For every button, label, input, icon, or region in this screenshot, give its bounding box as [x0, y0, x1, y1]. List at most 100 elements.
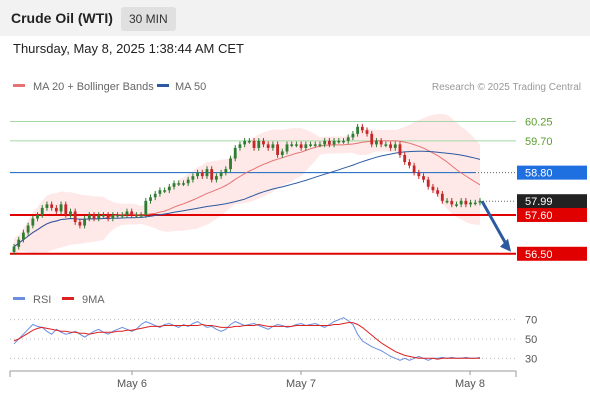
level-label: 59.70 — [525, 136, 553, 148]
candle-body — [191, 176, 195, 180]
forecast-arrow — [480, 200, 509, 247]
candle-body — [304, 144, 308, 148]
candle-body — [271, 144, 275, 148]
candle-body — [149, 197, 152, 201]
candle-body — [139, 214, 143, 217]
timestamp: Thursday, May 8, 2025 1:38:44 AM CET — [13, 41, 244, 56]
candle-body — [205, 169, 209, 177]
candle-body — [73, 211, 77, 223]
candle-body — [440, 193, 444, 201]
candle-body — [229, 158, 232, 170]
candle-body — [389, 144, 392, 148]
chart-title: Crude Oil (WTI) — [11, 10, 113, 26]
candle-body — [450, 200, 454, 205]
candle-body — [163, 190, 167, 192]
candle-body — [200, 172, 204, 177]
credit-text: Research © 2025 Trading Central — [432, 82, 581, 93]
candle-body — [45, 204, 49, 208]
interval-button[interactable]: 30 MIN — [121, 7, 176, 31]
price-panel: 60.25 59.70 58.80 57.99 57.60 56.50 — [10, 113, 587, 261]
candle-body — [309, 144, 312, 146]
level-label-box — [517, 194, 587, 209]
candle-body — [313, 144, 317, 146]
candle-body — [54, 207, 58, 212]
candle-body — [102, 214, 105, 217]
candle-body — [153, 193, 157, 198]
candle-body — [196, 172, 199, 177]
candle-body — [295, 144, 298, 146]
candle-body — [370, 133, 374, 145]
candle-body — [92, 214, 96, 219]
candle-body — [478, 200, 482, 203]
candle-body — [22, 232, 25, 240]
x-tick-label: May 6 — [117, 378, 147, 390]
candle-body — [224, 169, 228, 173]
candle-body — [125, 211, 129, 215]
rsi-tick-label: 50 — [525, 334, 537, 346]
candle-body — [445, 200, 449, 203]
candle-body — [346, 137, 350, 141]
level-label: 58.80 — [525, 168, 553, 180]
rsi-ma-line — [13, 322, 480, 360]
candle-body — [280, 151, 284, 155]
header-bar: Crude Oil (WTI) 30 MIN — [0, 0, 590, 36]
level-label: 57.99 — [525, 196, 553, 208]
candle-body — [412, 165, 416, 173]
candle-body — [36, 214, 39, 219]
rsi-ma-swatch — [62, 297, 74, 300]
candle-body — [182, 183, 185, 185]
candle-body — [247, 140, 251, 143]
candle-body — [422, 176, 425, 180]
candle-body — [426, 179, 430, 187]
level-label: 56.50 — [525, 249, 553, 261]
candle-body — [360, 126, 364, 131]
legend-ma20: MA 20 + Bollinger Bands — [33, 81, 154, 93]
candle-body — [87, 214, 91, 219]
candle-body — [332, 140, 336, 145]
candle-body — [210, 169, 214, 180]
candle-body — [69, 211, 72, 215]
legend: MA 20 + Bollinger Bands MA 50 Research ©… — [13, 81, 581, 306]
candle-body — [407, 162, 411, 166]
candle-body — [318, 144, 322, 146]
candle-body — [172, 183, 176, 187]
rsi-tick-label: 30 — [525, 353, 537, 365]
rsi-swatch — [13, 297, 25, 300]
rsi-tick-label: 70 — [525, 315, 537, 327]
candle-body — [464, 200, 468, 205]
ma20-swatch — [13, 84, 25, 87]
ma50-swatch — [157, 84, 169, 87]
candle-body — [327, 140, 331, 145]
candle-body — [243, 140, 247, 145]
candle-body — [78, 222, 82, 226]
level-label-box — [517, 165, 587, 180]
candle-body — [238, 144, 242, 148]
rsi-panel: 70 50 30 — [10, 315, 537, 365]
candle-body — [266, 144, 270, 148]
level-label-box — [517, 207, 587, 222]
x-tick-label: May 7 — [286, 378, 316, 390]
candle-body — [106, 214, 110, 219]
candle-body — [177, 183, 181, 185]
candle-body — [469, 202, 472, 205]
candle-body — [276, 144, 280, 155]
level-label: 60.25 — [525, 116, 553, 128]
candle-body — [26, 225, 30, 233]
candle-body — [257, 140, 261, 148]
candle-body — [12, 246, 16, 253]
candle-body — [365, 130, 369, 134]
candle-body — [186, 179, 190, 184]
candle-body — [116, 214, 119, 217]
candle-body — [64, 204, 68, 215]
candle-body — [290, 144, 294, 146]
candle-body — [436, 190, 440, 194]
legend-rsi: RSI — [33, 294, 51, 306]
candle-body — [285, 144, 289, 152]
candle-body — [233, 147, 237, 159]
ma50-line — [13, 150, 481, 248]
candle-body — [431, 186, 435, 191]
candle-body — [50, 204, 54, 208]
candle-body — [403, 154, 407, 163]
candle-body — [299, 144, 303, 148]
candle-body — [459, 200, 463, 205]
